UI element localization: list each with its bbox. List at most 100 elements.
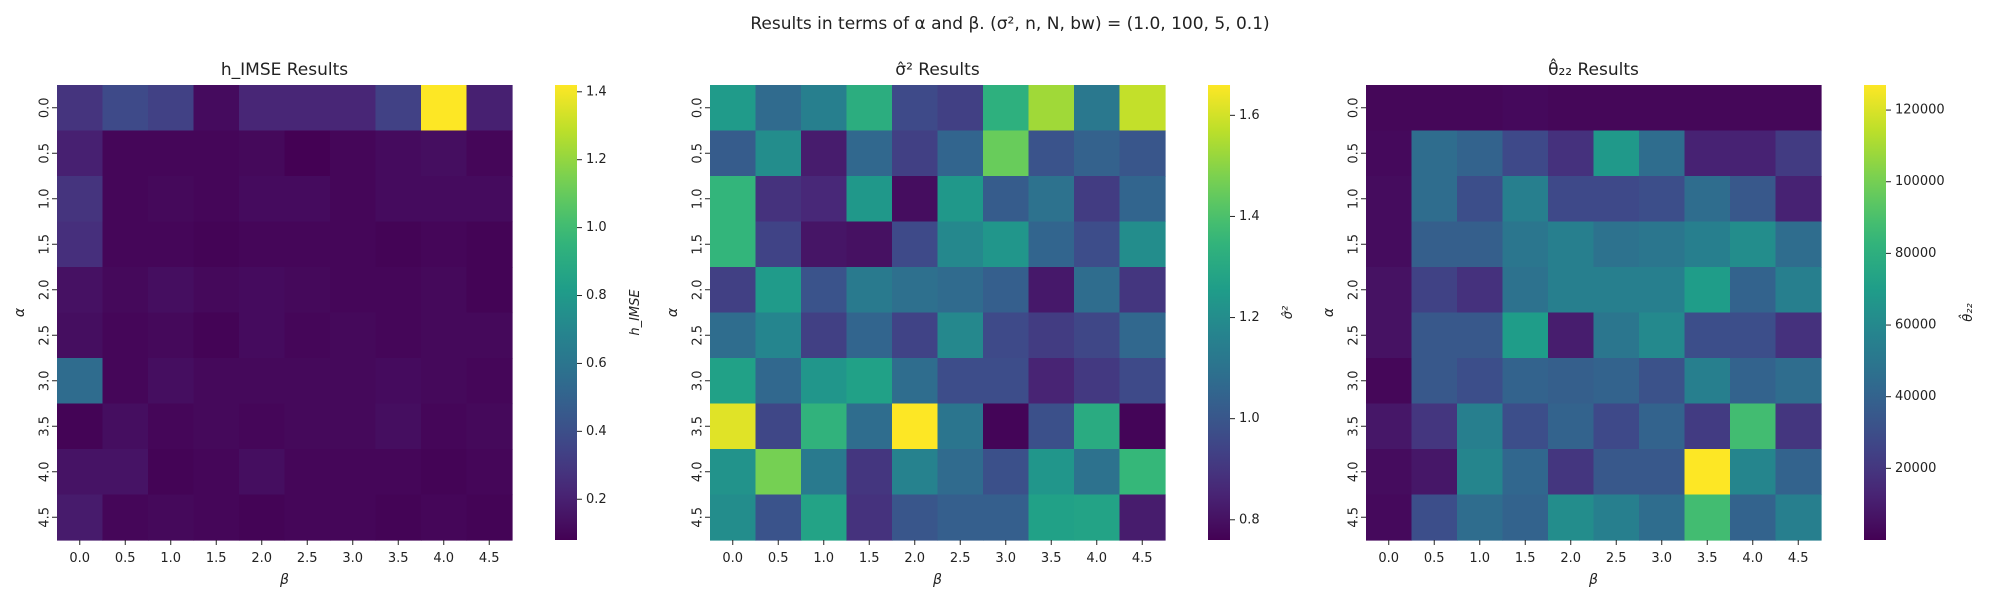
heatmap-cell	[1548, 176, 1595, 223]
heatmap-cell	[710, 358, 757, 405]
heatmap-cell	[983, 403, 1030, 450]
x-tick-label: 2.5	[1606, 551, 1627, 566]
panel-title: σ̂² Results	[895, 60, 980, 80]
heatmap-cell	[375, 85, 422, 132]
heatmap-cell	[193, 312, 240, 359]
panel-title: h_IMSE Results	[221, 60, 348, 80]
heatmap-cell	[1639, 403, 1686, 450]
y-tick-label: 0.5	[1347, 143, 1362, 164]
y-tick-label: 2.0	[38, 279, 53, 300]
heatmap-cell	[1684, 403, 1731, 450]
heatmap-cell	[1730, 85, 1777, 132]
heatmap-cell	[102, 449, 149, 496]
y-tick-label: 3.5	[1347, 416, 1362, 437]
heatmap-cell	[1028, 403, 1075, 450]
heatmap-cell	[1028, 130, 1075, 177]
heatmap-cell	[57, 403, 104, 450]
colorbar-tick-label: 1.2	[1239, 310, 1260, 325]
heatmap-cell	[421, 403, 468, 450]
heatmap-cell	[1730, 358, 1777, 405]
heatmap-cell	[1457, 267, 1504, 314]
heatmap-cell	[1119, 358, 1166, 405]
heatmap-cell	[1730, 221, 1777, 268]
colorbar-tick-label: 0.4	[586, 424, 607, 439]
heatmap-cell	[1502, 267, 1549, 314]
heatmap-cell	[892, 221, 939, 268]
heatmap-cell	[330, 221, 377, 268]
heatmap-cell	[1684, 176, 1731, 223]
y-tick-label: 2.5	[691, 325, 706, 346]
x-tick-label: 2.0	[904, 551, 925, 566]
heatmap-cell	[239, 358, 286, 405]
colorbar	[1864, 85, 1886, 540]
heatmap-cell	[330, 267, 377, 314]
heatmap-cell	[1119, 312, 1166, 359]
heatmap-cell	[937, 176, 984, 223]
heatmap-cell	[892, 85, 939, 132]
heatmap-cell	[375, 221, 422, 268]
heatmap-cell	[846, 312, 893, 359]
heatmap-cell	[148, 267, 195, 314]
heatmap-cell	[755, 358, 802, 405]
x-axis-label: β	[932, 572, 942, 588]
x-tick-label: 4.0	[1742, 551, 1763, 566]
heatmap-cell	[801, 449, 848, 496]
heatmap-cell	[193, 449, 240, 496]
heatmap-cell	[330, 176, 377, 223]
heatmap-cell	[1593, 85, 1640, 132]
colorbar-tick-label: 80000	[1895, 246, 1936, 261]
heatmap-cell	[1074, 494, 1121, 541]
heatmap-cell	[937, 130, 984, 177]
colorbar-tick-label: 120000	[1895, 103, 1945, 118]
heatmap-cell	[102, 176, 149, 223]
heatmap-cell	[102, 221, 149, 268]
heatmap-cell	[239, 176, 286, 223]
heatmap-cell	[102, 358, 149, 405]
heatmap-cell	[102, 312, 149, 359]
heatmap-cell	[846, 130, 893, 177]
heatmap-cell	[1775, 358, 1822, 405]
heatmap-cell	[284, 267, 331, 314]
y-tick-label: 2.0	[691, 279, 706, 300]
heatmap-cell	[983, 176, 1030, 223]
heatmap-cell	[755, 85, 802, 132]
heatmap-cell	[1457, 312, 1504, 359]
colorbar-tick-label: 1.0	[1239, 411, 1260, 426]
heatmap-cell	[1074, 312, 1121, 359]
heatmap-cell	[57, 312, 104, 359]
heatmap-cell	[1639, 221, 1686, 268]
heatmap-cell	[892, 312, 939, 359]
y-tick-label: 0.5	[38, 143, 53, 164]
heatmap-cell	[801, 403, 848, 450]
heatmap-cell	[466, 176, 513, 223]
heatmap-cell	[801, 176, 848, 223]
x-tick-label: 0.5	[768, 551, 789, 566]
heatmap-cell	[57, 358, 104, 405]
heatmap-cell	[1502, 358, 1549, 405]
colorbar	[555, 85, 577, 540]
y-tick-label: 1.5	[38, 234, 53, 255]
heatmap-cell	[1639, 267, 1686, 314]
heatmap-cell	[937, 358, 984, 405]
heatmap-cell	[148, 85, 195, 132]
heatmap-cell	[1593, 358, 1640, 405]
x-tick-label: 2.0	[251, 551, 272, 566]
heatmap-cell	[1548, 358, 1595, 405]
heatmap-cell	[466, 403, 513, 450]
heatmap-cell	[755, 130, 802, 177]
x-tick-label: 1.5	[1515, 551, 1536, 566]
heatmap-cell	[1730, 176, 1777, 223]
heatmap-cell	[1411, 494, 1458, 541]
heatmap-cell	[375, 176, 422, 223]
y-tick-label: 3.0	[691, 370, 706, 391]
heatmap-cell	[1411, 312, 1458, 359]
heatmap-cell	[57, 494, 104, 541]
heatmap-cell	[1028, 358, 1075, 405]
heatmap-cell	[284, 312, 331, 359]
heatmap-cell	[375, 130, 422, 177]
heatmap-cell	[284, 449, 331, 496]
heatmap-cell	[193, 85, 240, 132]
heatmap-cell	[1775, 449, 1822, 496]
y-tick-label: 1.0	[1347, 188, 1362, 209]
heatmap-cell	[57, 267, 104, 314]
